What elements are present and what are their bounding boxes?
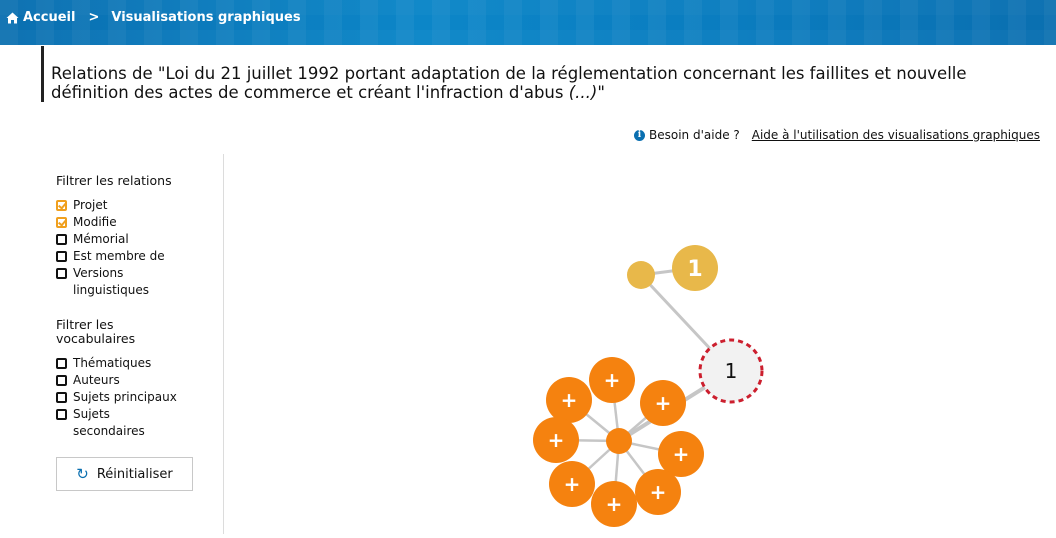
- expand-node[interactable]: +: [546, 377, 592, 423]
- breadcrumb-home[interactable]: Accueil: [6, 10, 75, 25]
- vocab-filter-list: Thématiques Auteurs Sujets principaux Sujet…: [56, 355, 222, 440]
- vocab-filter-checkbox[interactable]: [56, 358, 67, 369]
- vocab-filter-checkbox[interactable]: [56, 392, 67, 403]
- relation-filter-checkbox[interactable]: [56, 234, 67, 245]
- plus-icon: +: [673, 442, 690, 466]
- page-title-text: Relations de "Loi du 21 juillet 1992 por…: [51, 64, 967, 102]
- relations-filter-title: Filtrer les relations: [56, 173, 172, 188]
- relations-filter-list: Projet Modifie Mémorial Est membre de Versio…: [56, 197, 222, 299]
- relation-filter-checkbox[interactable]: [56, 251, 67, 262]
- expand-node-circle[interactable]: [658, 431, 704, 477]
- filter-sidebar: Filtrer les relations Projet Modifie Mémor…: [56, 174, 222, 491]
- relation-filter-option-label[interactable]: Versions linguistiques: [73, 266, 149, 297]
- expand-node[interactable]: +: [658, 431, 704, 477]
- breadcrumb-home-label[interactable]: Accueil: [23, 10, 76, 25]
- page-title-block: Relations de "Loi du 21 juillet 1992 por…: [41, 46, 1001, 102]
- plus-icon: +: [606, 492, 623, 516]
- expand-node[interactable]: +: [640, 380, 686, 426]
- vocab-filter-option[interactable]: Auteurs: [56, 372, 222, 389]
- expand-node-circle[interactable]: [549, 461, 595, 507]
- relation-filter-option-label[interactable]: Modifie: [73, 215, 117, 229]
- page-title-ellipsis: (...): [568, 83, 598, 102]
- vocab-filter-option[interactable]: Thématiques: [56, 355, 222, 372]
- center-node-circle[interactable]: [698, 338, 764, 404]
- vocab-filter-title: Filtrer les vocabulaires: [56, 317, 136, 346]
- breadcrumb: Accueil > Visualisations graphiques: [6, 10, 301, 25]
- help-line: i Besoin d'aide ? Aide à l'utilisation d…: [634, 128, 1040, 142]
- graph-nodes[interactable]: 11++++++ ++: [533, 245, 764, 527]
- relation-filter-option-label[interactable]: Projet: [73, 198, 108, 212]
- help-label: Besoin d'aide ?: [649, 128, 740, 142]
- help-link[interactable]: Aide à l'utilisation des visualisations …: [751, 128, 1040, 142]
- vocab-filter-checkbox[interactable]: [56, 409, 67, 420]
- vocab-filter-option-label[interactable]: Sujets principaux: [73, 390, 177, 404]
- expand-node[interactable]: +: [549, 461, 595, 507]
- expand-node-circle[interactable]: [635, 469, 681, 515]
- relation-filter-option-label[interactable]: Mémorial: [73, 232, 129, 246]
- relation-filter-checkbox[interactable]: [56, 268, 67, 279]
- center-node[interactable]: 1: [698, 338, 764, 404]
- top-bar: Accueil > Visualisations graphiques: [0, 0, 1056, 45]
- vocab-filter-option-label[interactable]: Thématiques: [73, 356, 152, 370]
- reset-label: Réinitialiser: [96, 466, 173, 482]
- expand-node-circle[interactable]: [533, 417, 579, 463]
- expand-node-circle[interactable]: [640, 380, 686, 426]
- relation-filter-checkbox[interactable]: [56, 217, 67, 228]
- relation-filter-option[interactable]: Modifie: [56, 214, 222, 231]
- relations-graph[interactable]: 1 1 + + + + + + + +: [224, 154, 1056, 534]
- relation-filter-option[interactable]: Est membre de: [56, 248, 222, 265]
- projet-count-circle[interactable]: [672, 245, 718, 291]
- sidebar-divider: [223, 154, 224, 534]
- projet-count-node[interactable]: 1: [672, 245, 718, 291]
- expand-node[interactable]: +: [589, 357, 635, 403]
- plus-icon: +: [650, 480, 667, 504]
- expand-node-circle[interactable]: [546, 377, 592, 423]
- expand-node-circle[interactable]: [591, 481, 637, 527]
- projet-count-label: 1: [687, 257, 702, 282]
- relation-filter-option[interactable]: Versions linguistiques: [56, 265, 222, 299]
- center-node-label: 1: [725, 359, 738, 383]
- breadcrumb-separator: >: [88, 10, 100, 25]
- reset-button[interactable]: ↻ Réinitialiser: [56, 457, 193, 491]
- info-icon: i: [634, 129, 646, 141]
- vocab-filter-option-label[interactable]: Sujets secondaires: [73, 407, 145, 438]
- breadcrumb-current: Visualisations graphiques: [111, 10, 301, 25]
- plus-icon: +: [548, 428, 565, 452]
- projet-node[interactable]: [627, 261, 655, 289]
- modifie-hub-node[interactable]: [606, 428, 632, 454]
- vocab-filter-option[interactable]: Sujets principaux: [56, 389, 222, 406]
- expand-node[interactable]: +: [635, 469, 681, 515]
- relation-filter-option[interactable]: Projet: [56, 197, 222, 214]
- expand-node[interactable]: +: [591, 481, 637, 527]
- graph-canvas[interactable]: 11++++++ ++: [224, 154, 1056, 534]
- vocab-filter-checkbox[interactable]: [56, 375, 67, 386]
- relation-filter-option-label[interactable]: Est membre de: [73, 249, 165, 263]
- refresh-icon: ↻: [76, 465, 89, 483]
- relation-filter-option[interactable]: Mémorial: [56, 231, 222, 248]
- page-title: Relations de "Loi du 21 juillet 1992 por…: [51, 64, 1001, 102]
- relation-filter-checkbox[interactable]: [56, 200, 67, 211]
- expand-node[interactable]: +: [533, 417, 579, 463]
- vocab-filter-option-label[interactable]: Auteurs: [73, 373, 120, 387]
- expand-node-circle[interactable]: [589, 357, 635, 403]
- home-icon: [6, 12, 19, 23]
- plus-icon: +: [564, 472, 581, 496]
- plus-icon: +: [604, 368, 621, 392]
- plus-icon: +: [655, 391, 672, 415]
- plus-icon: +: [561, 388, 578, 412]
- page-title-close: ": [597, 83, 605, 102]
- vocab-filter-option[interactable]: Sujets secondaires: [56, 406, 222, 440]
